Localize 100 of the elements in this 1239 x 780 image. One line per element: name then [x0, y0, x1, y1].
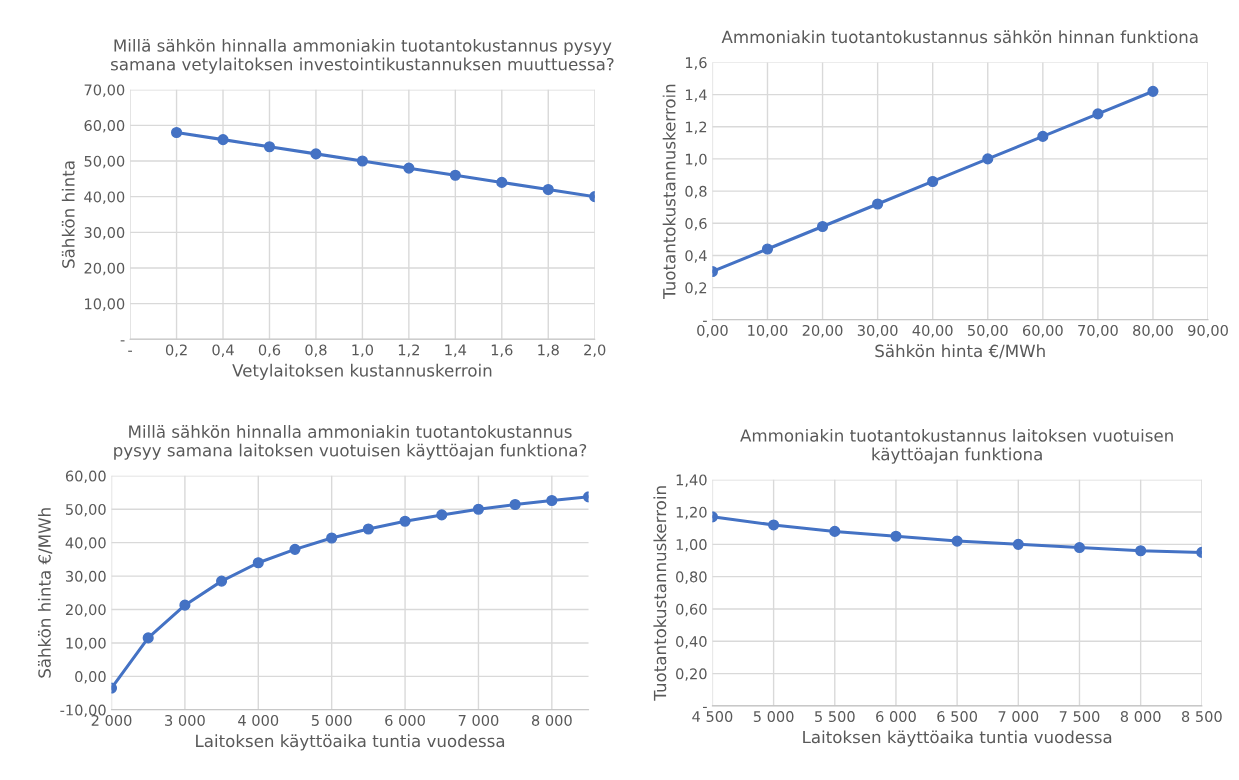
point [927, 175, 939, 188]
point [1012, 538, 1024, 550]
x-tick-label: 20,00 [802, 324, 843, 338]
x-tick-label: 6 500 [937, 711, 978, 723]
point [872, 198, 884, 210]
x-tick-label: 10,00 [748, 324, 788, 338]
y-tick-label: -10,00 [60, 704, 106, 718]
y-tick-label: 0,20 [676, 668, 707, 681]
point [263, 141, 276, 153]
x-tick-label: 5 000 [311, 714, 352, 726]
y-tick-label: 0,6 [685, 217, 707, 231]
point [326, 532, 338, 544]
y-tick-label: 50,00 [66, 503, 106, 517]
x-tick-label: 7 000 [998, 711, 1039, 723]
chart-title: Ammoniakin tuotantokustannus laitoksen vuotuisen käyttöajan funktiona [740, 428, 1173, 464]
y-tick-label: 50,00 [84, 155, 125, 169]
point [1037, 130, 1049, 142]
y-tick-label: - [703, 706, 707, 709]
point [472, 503, 485, 515]
x-tick-label: 5 500 [815, 711, 855, 723]
x-tick-label: 1,2 [398, 344, 420, 357]
point [509, 498, 521, 511]
x-tick-label: 8 000 [531, 714, 572, 726]
y-tick-label: 0,40 [676, 635, 707, 649]
x-tick-label: 30,00 [857, 324, 898, 338]
y-tick-label: 0,4 [685, 250, 707, 263]
y-tick-label: - [703, 320, 707, 322]
chart-title: Ammoniakin tuotantokustannus sähkön hinnan funktiona [721, 30, 1198, 44]
y-tick-label: 60,00 [84, 120, 125, 133]
point [829, 525, 841, 537]
x-tick-label: 90,00 [1188, 324, 1228, 338]
point [817, 220, 829, 233]
point [496, 176, 508, 188]
x-tick-label: 40,00 [912, 324, 953, 338]
point [171, 126, 183, 139]
point [761, 243, 774, 255]
y-tick-label: 0,00 [75, 671, 106, 684]
x-tick-label: 2,0 [584, 344, 606, 357]
y-axis-title: Sähkön hinta €/MWh [37, 508, 53, 678]
y-axis-title: Tuotantokustannuskerroin [653, 486, 667, 701]
x-tick-label: 1,8 [538, 344, 559, 357]
x-tick-label: 8 500 [1181, 711, 1222, 723]
y-tick-label: 20,00 [65, 604, 106, 617]
y-tick-label: 1,2 [685, 121, 707, 134]
x-axis-title: Laitoksen käyttöaika tuntia vuodessa [196, 734, 505, 751]
y-tick-label: 1,40 [676, 474, 707, 487]
y-tick-label: 20,00 [84, 262, 125, 276]
point [310, 148, 322, 160]
point [436, 509, 448, 521]
x-axis-title: Sähkön hinta €/MWh [875, 344, 1045, 359]
point [449, 169, 461, 181]
y-tick-label: - [120, 340, 125, 342]
point [542, 183, 554, 196]
y-tick-label: 40,00 [84, 191, 125, 204]
point [982, 153, 994, 165]
x-tick-label: 1,0 [352, 344, 374, 357]
point [1073, 542, 1086, 554]
x-axis-title: Laitoksen käyttöaika tuntia vuodessa [803, 730, 1112, 747]
x-axis-title: Vetylaitoksen kustannuskerroin [232, 363, 492, 380]
point [1135, 545, 1147, 557]
point [142, 632, 154, 644]
point [951, 535, 963, 547]
y-tick-label: 0,8 [685, 185, 707, 199]
x-tick-label: 4 000 [238, 714, 279, 726]
point [217, 134, 229, 146]
x-tick-label: 0,8 [305, 344, 327, 357]
y-tick-label: 1,00 [676, 539, 707, 552]
x-tick-label: 6 000 [385, 714, 425, 726]
point [768, 519, 780, 531]
point [890, 530, 902, 542]
y-tick-label: 1,0 [685, 153, 707, 167]
y-tick-label: 70,00 [84, 84, 125, 97]
point [362, 523, 374, 535]
point [289, 543, 301, 555]
x-tick-label: 70,00 [1078, 324, 1118, 338]
point [252, 557, 264, 569]
x-tick-label: 6 000 [876, 711, 916, 723]
y-tick-label: 0,2 [685, 282, 707, 295]
y-tick-label: 60,00 [65, 470, 106, 484]
y-axis-title: Sähkön hinta [61, 161, 75, 268]
point [1092, 108, 1104, 120]
y-tick-label: 10,00 [66, 637, 106, 651]
y-tick-label: 30,00 [66, 570, 106, 584]
x-tick-label: 0,6 [258, 344, 281, 357]
y-axis-title: Tuotantokustannuskerroin [662, 84, 676, 299]
x-tick-label: 7 000 [458, 714, 499, 726]
point [356, 155, 368, 167]
point [403, 162, 415, 174]
x-tick-label: 1,4 [445, 344, 467, 357]
point [216, 575, 228, 587]
x-tick-label: 1,6 [491, 344, 513, 357]
y-tick-label: 0,60 [676, 603, 707, 617]
chart-title: Millä sähkön hinnalla ammoniakin tuotantokustannus pysyy samana laitoksen vuotuisen käyttöajan funktiona? [114, 425, 587, 460]
point [179, 599, 191, 611]
x-tick-label: 4 500 [692, 711, 733, 723]
x-tick-label: 8 000 [1120, 711, 1161, 723]
x-tick-label: - [128, 350, 133, 352]
point [399, 515, 411, 527]
x-tick-label: 50,00 [968, 324, 1008, 338]
y-tick-label: 10,00 [85, 298, 125, 311]
